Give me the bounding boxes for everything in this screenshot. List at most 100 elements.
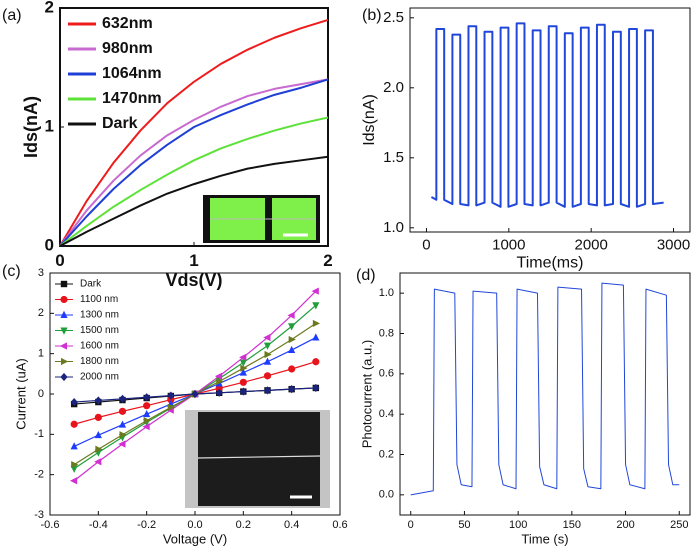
- panel-label: (a): [2, 7, 22, 24]
- x-tick-label: -0.4: [89, 519, 108, 531]
- marker: [95, 445, 103, 453]
- panel-label: (b): [362, 7, 382, 24]
- inset-a: [203, 195, 320, 243]
- marker: [70, 420, 78, 428]
- inset-c: [185, 410, 330, 508]
- panel-label: (d): [356, 267, 376, 284]
- legend-marker: [60, 327, 68, 335]
- marker: [69, 477, 78, 485]
- marker: [70, 397, 78, 407]
- marker: [240, 364, 248, 372]
- marker: [263, 357, 272, 365]
- marker: [263, 386, 272, 395]
- series-line: [59, 78, 329, 247]
- marker: [118, 420, 127, 428]
- legend-label: 632nm: [102, 15, 153, 32]
- marker: [143, 402, 151, 410]
- x-tick-label: 3000: [657, 236, 690, 253]
- marker: [312, 319, 321, 328]
- marker: [239, 359, 247, 367]
- y-tick-label: 1.5: [383, 149, 404, 166]
- marker: [288, 365, 296, 373]
- marker: [94, 413, 102, 421]
- x-tick-label: 1: [189, 251, 198, 270]
- x-tick-label: 0.4: [284, 519, 299, 531]
- marker: [239, 368, 247, 376]
- y-tick-label: 2.5: [383, 9, 404, 26]
- legend-label: Dark: [80, 279, 102, 290]
- marker: [167, 391, 175, 400]
- y-tick-label: 0.4: [379, 408, 394, 420]
- marker: [288, 335, 296, 344]
- y-axis-label: Ids(nA): [21, 96, 41, 158]
- y-tick-label: 2.0: [383, 79, 404, 96]
- marker: [239, 353, 247, 361]
- marker: [312, 383, 320, 393]
- series-line: [59, 155, 329, 247]
- y-axis-label: Ids(nA): [361, 94, 378, 146]
- marker: [312, 333, 320, 341]
- x-tick-label: -0.2: [137, 519, 156, 531]
- legend-marker: [60, 280, 68, 288]
- marker: [216, 377, 224, 386]
- x-axis-label: Time (s): [521, 531, 568, 546]
- y-tick-label: 0: [45, 235, 54, 254]
- y-tick-label: -2: [34, 469, 44, 481]
- x-tick-label: 200: [616, 519, 634, 531]
- legend-label: Dark: [102, 115, 138, 132]
- marker: [118, 407, 127, 415]
- marker: [264, 350, 272, 359]
- legend-label: 1600 nm: [80, 341, 119, 352]
- x-tick-label: 2: [323, 251, 332, 270]
- marker: [288, 385, 296, 394]
- marker: [118, 394, 127, 403]
- y-tick-label: 2: [38, 307, 44, 319]
- marker: [143, 417, 151, 425]
- marker: [312, 358, 320, 366]
- series-line: [59, 78, 329, 247]
- legend-label: 980nm: [102, 40, 153, 57]
- marker: [263, 342, 272, 350]
- x-tick-label: 0: [55, 251, 64, 270]
- marker: [239, 378, 247, 386]
- y-tick-label: 1.0: [383, 219, 404, 236]
- y-tick-label: 2: [45, 0, 54, 16]
- series-line: [59, 116, 329, 247]
- y-axis-label: Photocurrent (a.u.): [359, 340, 374, 448]
- marker: [288, 323, 296, 331]
- marker: [119, 431, 127, 439]
- marker: [167, 403, 176, 411]
- marker: [143, 409, 151, 418]
- marker: [312, 302, 320, 310]
- panel-label: (c): [2, 263, 21, 280]
- y-tick-label: 1.0: [379, 287, 394, 299]
- x-tick-label: 50: [458, 519, 470, 531]
- legend-marker: [59, 342, 67, 350]
- legend-marker: [60, 310, 68, 318]
- marker: [143, 393, 151, 402]
- y-tick-label: 3: [38, 267, 44, 279]
- x-tick-label: 0.0: [187, 519, 202, 531]
- marker: [94, 396, 102, 405]
- y-tick-label: 0.6: [379, 368, 394, 380]
- x-axis-label: Voltage (V): [163, 531, 227, 546]
- series-line: [59, 18, 329, 247]
- series-line: [430, 22, 664, 208]
- marker: [288, 345, 296, 354]
- x-tick-label: 1000: [492, 236, 525, 253]
- marker: [71, 460, 79, 469]
- x-axis-label: Vds(V): [165, 270, 222, 290]
- plot-frame: [409, 7, 691, 233]
- marker: [239, 387, 247, 396]
- x-tick-label: 0: [422, 236, 430, 253]
- marker: [287, 311, 295, 319]
- marker: [142, 423, 150, 431]
- x-tick-label: 250: [670, 519, 688, 531]
- marker: [263, 333, 271, 342]
- marker: [94, 458, 102, 466]
- y-tick-label: 0.2: [379, 448, 394, 460]
- marker: [118, 440, 126, 448]
- marker: [94, 430, 102, 439]
- marker: [214, 372, 223, 380]
